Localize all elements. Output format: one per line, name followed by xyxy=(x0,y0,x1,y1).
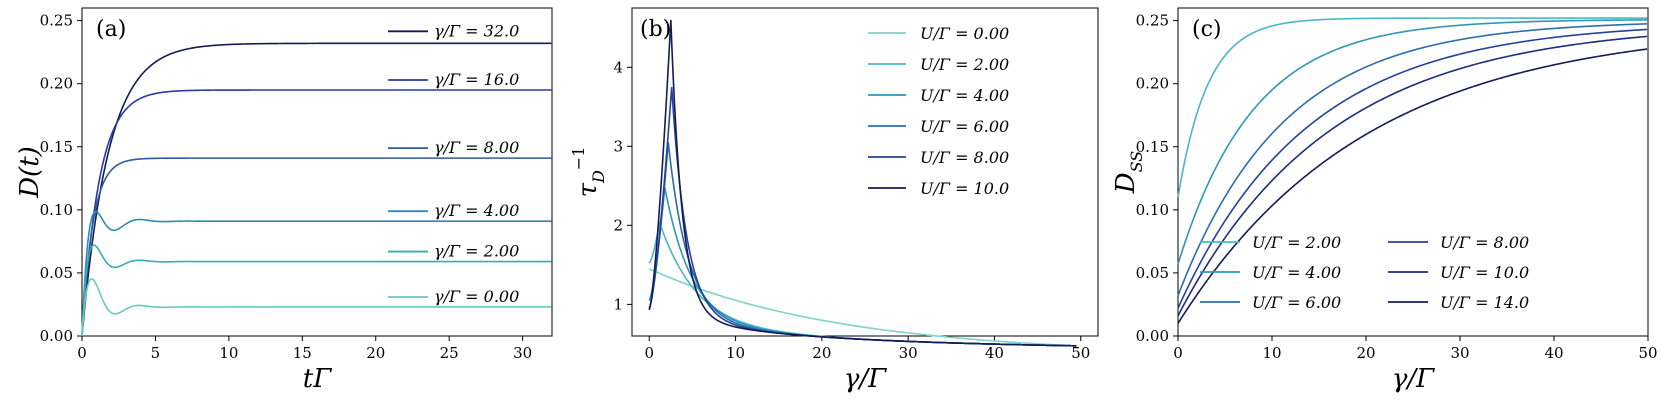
series-line xyxy=(1177,23,1648,296)
series-line xyxy=(648,187,1077,347)
legend-label: γ/Γ = 16.0 xyxy=(434,70,519,89)
series-line xyxy=(1177,48,1648,324)
series-line xyxy=(81,157,552,337)
x-tick-label: 50 xyxy=(1071,344,1090,362)
panel-a-xlabel: tΓ xyxy=(303,364,332,394)
x-tick-label: 0 xyxy=(77,344,87,362)
x-tick-label: 5 xyxy=(151,344,161,362)
series-line xyxy=(81,42,552,337)
legend-label: U/Γ = 4.00 xyxy=(920,86,1009,105)
legend-label: U/Γ = 8.00 xyxy=(920,148,1009,167)
y-tick-label: 0.20 xyxy=(40,75,73,93)
series-line xyxy=(648,19,1077,347)
series-line xyxy=(648,268,1077,347)
x-tick-label: 20 xyxy=(1356,344,1375,362)
panel-b-xlabel: γ/Γ xyxy=(844,364,887,394)
series-line xyxy=(1177,28,1648,309)
panel-c-ylabel: DSS xyxy=(1111,151,1146,195)
legend-label: γ/Γ = 32.0 xyxy=(434,21,519,40)
legend-label: γ/Γ = 2.00 xyxy=(434,242,519,261)
legend-label: U/Γ = 14.0 xyxy=(1440,293,1529,312)
y-tick-label: 0.15 xyxy=(1136,138,1169,156)
legend-label: γ/Γ = 0.00 xyxy=(434,287,519,306)
panel-a: (a) 0 5 10 15 20 25 30 0.00 0.05 0.10 0.15 0.20 0.2… xyxy=(15,7,553,394)
y-tick-label: 0.00 xyxy=(1136,327,1169,345)
y-tick-label: 0.10 xyxy=(40,201,73,219)
y-tick-label: 0.15 xyxy=(40,138,73,156)
x-tick-label: 0 xyxy=(644,344,654,362)
x-tick-label: 30 xyxy=(513,344,532,362)
x-tick-label: 30 xyxy=(899,344,918,362)
panel-a-ylabel: D(t) xyxy=(15,146,45,199)
series-line xyxy=(81,278,552,337)
legend-label: U/Γ = 0.00 xyxy=(920,24,1009,43)
panel-b-label: (b) xyxy=(640,17,671,42)
x-tick-label: 25 xyxy=(440,344,459,362)
legend-label: U/Γ = 10.0 xyxy=(1440,263,1529,282)
y-tick-label: 0.20 xyxy=(1136,75,1169,93)
series-line xyxy=(1177,17,1648,198)
panel-c-frame xyxy=(1177,7,1649,337)
x-tick-label: 20 xyxy=(812,344,831,362)
y-tick-label: 1 xyxy=(613,295,623,313)
series-line xyxy=(1177,19,1648,265)
x-tick-label: 10 xyxy=(726,344,745,362)
x-tick-label: 15 xyxy=(293,344,312,362)
series-line xyxy=(1177,35,1648,317)
x-tick-label: 0 xyxy=(1173,344,1183,362)
y-tick-label: 0.10 xyxy=(1136,201,1169,219)
panel-b-frame xyxy=(631,7,1099,337)
legend-label: U/Γ = 6.00 xyxy=(920,117,1009,136)
legend-label: γ/Γ = 8.00 xyxy=(434,138,519,157)
y-tick-label: 0.00 xyxy=(40,327,73,345)
panel-c-label: (c) xyxy=(1192,17,1222,42)
panel-c: (c) 0 10 20 30 40 50 0.00 0.05 0.10 0.15 0.20 0.25… xyxy=(1111,7,1658,394)
x-tick-label: 30 xyxy=(1450,344,1469,362)
panel-a-label: (a) xyxy=(96,17,126,42)
legend-label: U/Γ = 2.00 xyxy=(1252,233,1341,252)
svg-text:τD−1: τD−1 xyxy=(569,147,608,198)
legend-label: U/Γ = 10.0 xyxy=(920,179,1009,198)
legend-label: U/Γ = 8.00 xyxy=(1440,233,1529,252)
series-line xyxy=(81,210,552,337)
svg-text:DSS: DSS xyxy=(1111,151,1146,195)
legend-label: U/Γ = 6.00 xyxy=(1252,293,1341,312)
x-tick-label: 40 xyxy=(1544,344,1563,362)
legend-label: U/Γ = 2.00 xyxy=(920,55,1009,74)
series-line xyxy=(648,142,1077,347)
panel-b: (b) 0 10 20 30 40 50 1 2 3 4 U/Γ = 0.00 U/Γ = 2.0… xyxy=(569,7,1099,394)
y-tick-label: 0.25 xyxy=(1136,12,1169,30)
panel-b-ylabel: τD−1 xyxy=(569,147,608,198)
legend-label: U/Γ = 4.00 xyxy=(1252,263,1341,282)
series-line xyxy=(81,244,552,337)
panel-a-frame xyxy=(81,7,553,337)
x-tick-label: 10 xyxy=(219,344,238,362)
y-tick-label: 0.25 xyxy=(40,12,73,30)
y-tick-label: 4 xyxy=(613,58,623,76)
x-tick-label: 20 xyxy=(366,344,385,362)
y-tick-label: 2 xyxy=(613,216,623,234)
x-tick-label: 10 xyxy=(1262,344,1281,362)
panel-c-xlabel: γ/Γ xyxy=(1392,364,1435,394)
x-tick-label: 40 xyxy=(985,344,1004,362)
x-tick-label: 50 xyxy=(1638,344,1657,362)
y-tick-label: 3 xyxy=(613,137,623,155)
y-tick-label: 0.05 xyxy=(40,264,73,282)
legend-label: γ/Γ = 4.00 xyxy=(434,201,519,220)
y-tick-label: 0.05 xyxy=(1136,264,1169,282)
series-line xyxy=(81,89,552,337)
